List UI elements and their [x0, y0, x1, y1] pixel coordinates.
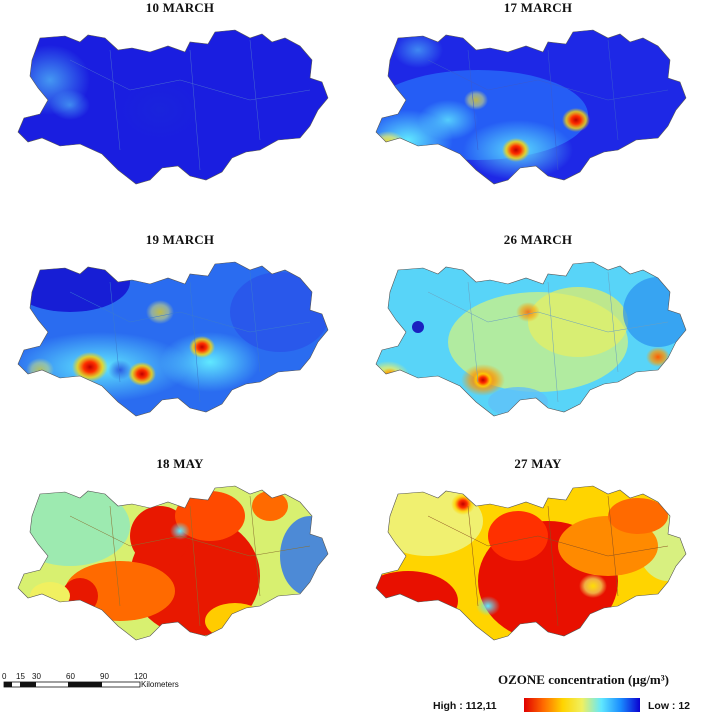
panel-title: 27 MAY	[514, 456, 562, 471]
legend-title: OZONE concentration (µg/m³)	[498, 672, 669, 687]
legend-high-label: High : 112,11	[433, 700, 497, 712]
scale-tick-0: 0	[2, 672, 7, 681]
panel-title: 17 MARCH	[503, 0, 573, 15]
ozone-legend: OZONE concentration (µg/m³) High : 112,1…	[428, 672, 708, 716]
panel-title: 26 MARCH	[503, 232, 573, 247]
scale-tick-60: 60	[66, 672, 75, 681]
map-panel-26-march: 26 MARCH	[368, 232, 708, 457]
scale-unit: Kilometers	[141, 680, 179, 689]
panel-title: 18 MAY	[156, 456, 204, 471]
legend-color-ramp	[524, 698, 640, 712]
map-17-march	[375, 29, 687, 185]
map-26-march	[375, 261, 687, 417]
map-panel-27-may: 27 MAY	[368, 456, 708, 681]
map-19-march	[17, 261, 329, 417]
map-10-march	[17, 29, 329, 185]
map-18-may	[17, 485, 329, 641]
scale-tick-120: 120	[134, 672, 148, 681]
scale-tick-90: 90	[100, 672, 109, 681]
scale-bar-graphic: 0 15 30 60 90 120 Kilometers	[2, 672, 179, 689]
map-panel-19-march: 19 MARCH	[10, 232, 350, 457]
map-panel-18-may: 18 MAY	[10, 456, 350, 681]
map-panel-17-march: 17 MARCH	[368, 0, 708, 225]
map-27-may	[375, 485, 687, 641]
panel-title: 19 MARCH	[145, 232, 215, 247]
scale-bar: 0 15 30 60 90 120 Kilometers	[2, 668, 202, 708]
scale-tick-15: 15	[16, 672, 25, 681]
map-panel-10-march: 10 MARCH	[10, 0, 350, 225]
scale-tick-30: 30	[32, 672, 41, 681]
legend-low-label: Low : 12	[648, 700, 691, 712]
panel-title: 10 MARCH	[145, 0, 215, 15]
